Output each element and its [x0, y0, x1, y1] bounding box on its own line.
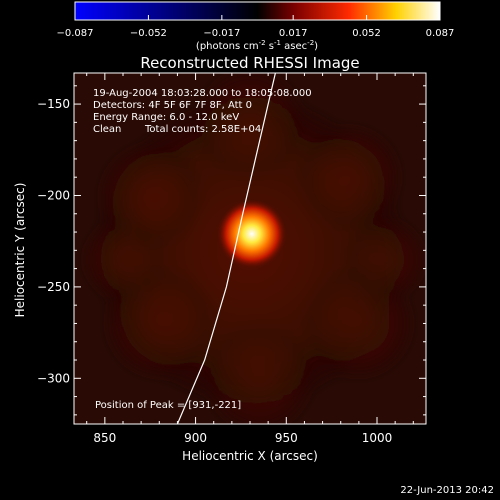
solar-limb-curve — [176, 73, 276, 424]
y-axis-ticks: −300 −250 −200 −150 — [37, 85, 426, 416]
chart-title: Reconstructed RHESSI Image — [140, 54, 359, 72]
colorbar-ticks: −0.087 −0.052 −0.017 0.017 0.052 0.087 — [56, 15, 454, 39]
flare-source — [217, 199, 287, 269]
colorbar-tick-label: 0.017 — [279, 28, 308, 39]
y-tick-label: −300 — [37, 371, 70, 385]
algorithm-text: Clean — [93, 124, 121, 135]
colorbar-tick-label: −0.052 — [130, 28, 167, 39]
x-tick-label: 850 — [93, 431, 116, 445]
emission-blob — [346, 219, 426, 300]
emission-blob — [83, 219, 163, 300]
peak-position-text: Position of Peak = [931,-221] — [95, 400, 241, 411]
colorbar-unit-label: (photons cm-2 s-1 asec-2) — [196, 39, 318, 52]
emission-blob — [298, 126, 401, 229]
y-axis-label: Heliocentric Y (arcsec) — [13, 183, 27, 318]
y-tick-label: −150 — [37, 97, 70, 111]
emission-blob — [195, 73, 305, 178]
x-tick-label: 900 — [184, 431, 207, 445]
colorbar — [74, 1, 441, 21]
time-range-text: 19-Aug-2004 18:03:28.000 to 18:05:08.000 — [93, 88, 312, 99]
x-tick-label: 1000 — [362, 431, 393, 445]
total-counts-text: Total counts: 2.58E+04 — [144, 124, 261, 135]
colorbar-tick-label: 0.052 — [352, 28, 381, 39]
detectors-text: Detectors: 4F 5F 6F 7F 8F, Att 0 — [93, 100, 252, 111]
colorbar-tick-label: −0.017 — [203, 28, 240, 39]
footer-timestamp: 22-Jun-2013 20:42 — [400, 485, 494, 496]
x-tick-label: 950 — [275, 431, 298, 445]
emission-blob — [204, 323, 314, 424]
colorbar-tick-label: −0.087 — [56, 28, 93, 39]
colorbar-tick-label: 0.087 — [426, 28, 455, 39]
y-tick-label: −250 — [37, 280, 70, 294]
x-axis-label: Heliocentric X (arcsec) — [182, 449, 318, 463]
energy-range-text: Energy Range: 6.0 - 12.0 keV — [93, 112, 239, 123]
x-axis-ticks: 850 900 950 1000 — [86, 73, 414, 445]
y-tick-label: −200 — [37, 188, 70, 202]
